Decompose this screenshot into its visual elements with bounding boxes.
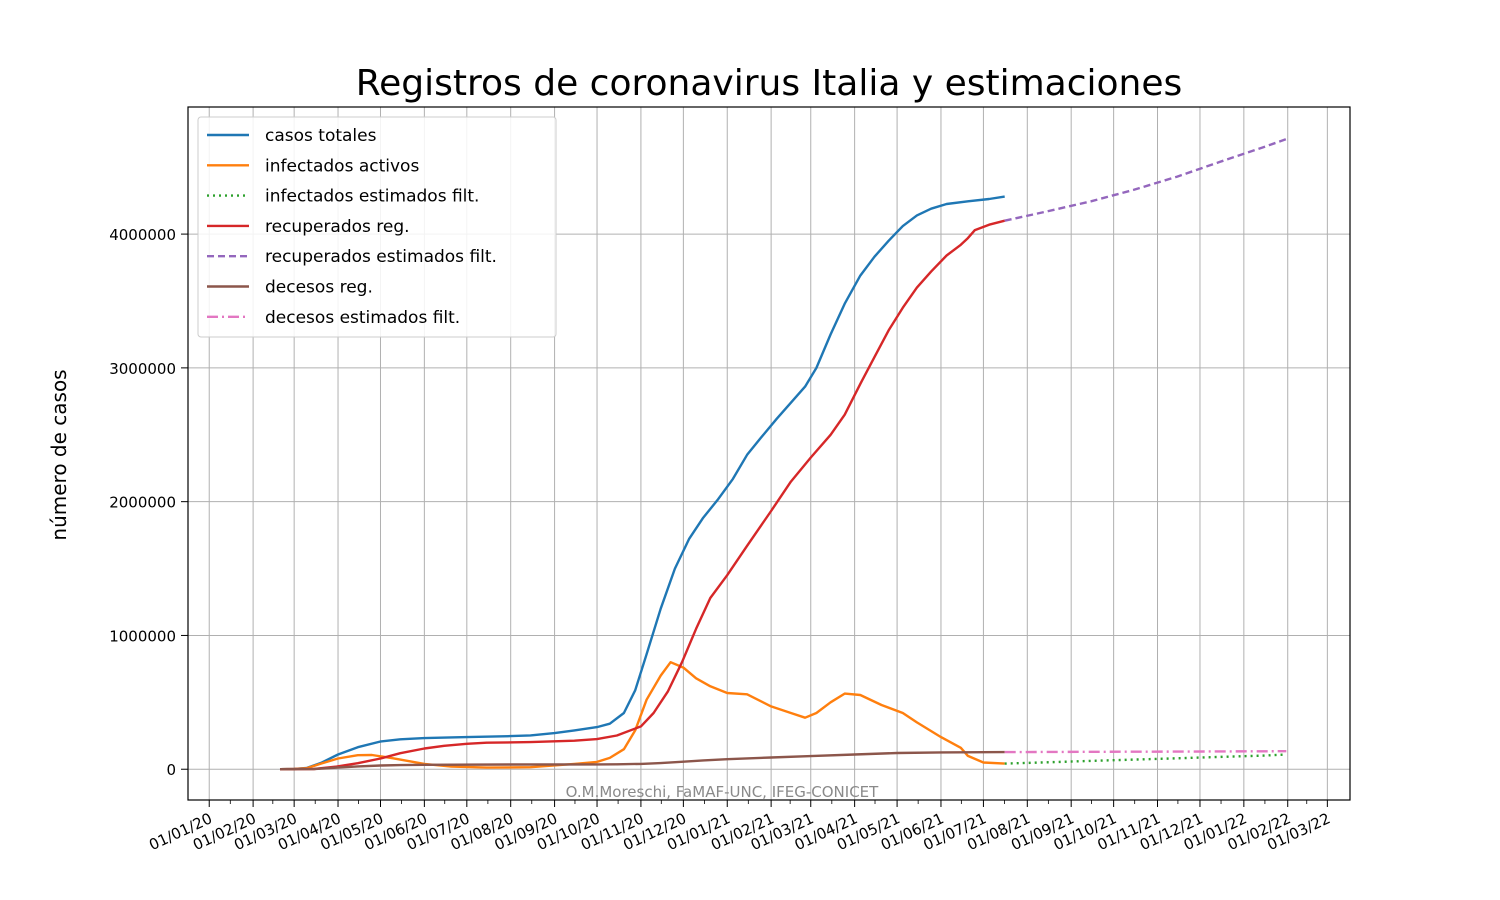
y-axis-label: número de casos bbox=[47, 369, 71, 540]
legend-label: recuperados estimados filt. bbox=[265, 247, 497, 267]
y-tick-label: 0 bbox=[166, 761, 176, 779]
series-line-4 bbox=[279, 219, 1005, 771]
series-line-6 bbox=[279, 750, 1005, 771]
legend: casos totales infectados activos infectado… bbox=[197, 116, 557, 338]
legend-label: decesos reg. bbox=[265, 278, 373, 298]
series-line-1 bbox=[279, 195, 1005, 771]
y-tick-label: 3000000 bbox=[109, 360, 176, 378]
legend-label: casos totales bbox=[265, 126, 377, 146]
legend-label: infectados estimados filt. bbox=[265, 187, 479, 207]
legend-label: recuperados reg. bbox=[265, 217, 410, 237]
series-layer bbox=[279, 137, 1287, 771]
legend-box bbox=[197, 116, 557, 338]
series-line-2 bbox=[279, 661, 1005, 771]
series-line-3 bbox=[1004, 753, 1287, 765]
chart-title: Registros de coronavirus Italia y estima… bbox=[356, 63, 1183, 104]
legend-label: infectados activos bbox=[265, 156, 419, 176]
y-tick-label: 2000000 bbox=[109, 494, 176, 512]
y-axis: 0 1000000 2000000 3000000 4000000 bbox=[109, 226, 188, 779]
watermark: O.M.Moreschi, FaMAF-UNC, IFEG-CONICET bbox=[566, 783, 879, 801]
series-line-5 bbox=[1004, 137, 1287, 222]
y-tick-label: 4000000 bbox=[109, 226, 176, 244]
plot-frame bbox=[187, 106, 1351, 801]
legend-label: decesos estimados filt. bbox=[265, 308, 460, 328]
series-line-7 bbox=[1004, 750, 1287, 754]
y-tick-label: 1000000 bbox=[109, 627, 176, 645]
